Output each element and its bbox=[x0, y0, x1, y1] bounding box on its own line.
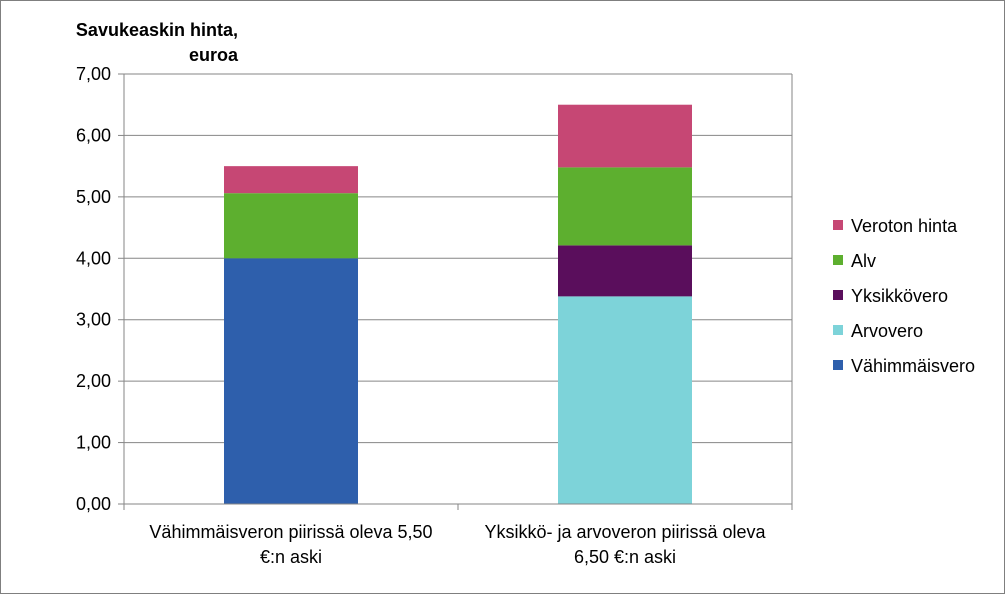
y-axis-title-line-1: Savukeaskin hinta, bbox=[75, 20, 238, 40]
legend-label: Yksikkövero bbox=[851, 286, 948, 306]
y-tick-label: 4,00 bbox=[76, 248, 111, 268]
category-label: Yksikkö- ja arvoveron piirissä oleva bbox=[484, 522, 766, 542]
legend-label: Veroton hinta bbox=[851, 216, 958, 236]
y-tick-label: 3,00 bbox=[76, 310, 111, 330]
category-label: Vähimmäisveron piirissä oleva 5,50 bbox=[149, 522, 432, 542]
legend-label: Alv bbox=[851, 251, 876, 271]
legend-label: Vähimmäisvero bbox=[851, 356, 975, 376]
legend-swatch bbox=[833, 360, 843, 370]
category-label: €:n aski bbox=[260, 547, 322, 567]
y-tick-label: 0,00 bbox=[76, 494, 111, 514]
legend-swatch bbox=[833, 220, 843, 230]
legend-swatch bbox=[833, 325, 843, 335]
y-tick-label: 2,00 bbox=[76, 371, 111, 391]
y-axis-title: Savukeaskin hinta, euroa bbox=[8, 18, 238, 68]
bar-segment-alv bbox=[224, 193, 358, 259]
y-tick-label: 1,00 bbox=[76, 433, 111, 453]
legend-label: Arvovero bbox=[851, 321, 923, 341]
category-label: 6,50 €:n aski bbox=[574, 547, 676, 567]
bar-segment-alv bbox=[558, 167, 692, 246]
legend-swatch bbox=[833, 255, 843, 265]
bar-segment-veroton-hinta bbox=[558, 104, 692, 168]
bar-segment-v-himm-isvero bbox=[224, 258, 358, 504]
y-tick-label: 7,00 bbox=[76, 64, 111, 84]
y-tick-label: 5,00 bbox=[76, 187, 111, 207]
y-axis-title-line-2: euroa bbox=[188, 45, 238, 65]
legend-swatch bbox=[833, 290, 843, 300]
y-tick-label: 6,00 bbox=[76, 125, 111, 145]
bar-segment-veroton-hinta bbox=[224, 166, 358, 194]
bar-segment-yksikk-vero bbox=[558, 245, 692, 297]
bar-segment-arvovero bbox=[558, 296, 692, 504]
